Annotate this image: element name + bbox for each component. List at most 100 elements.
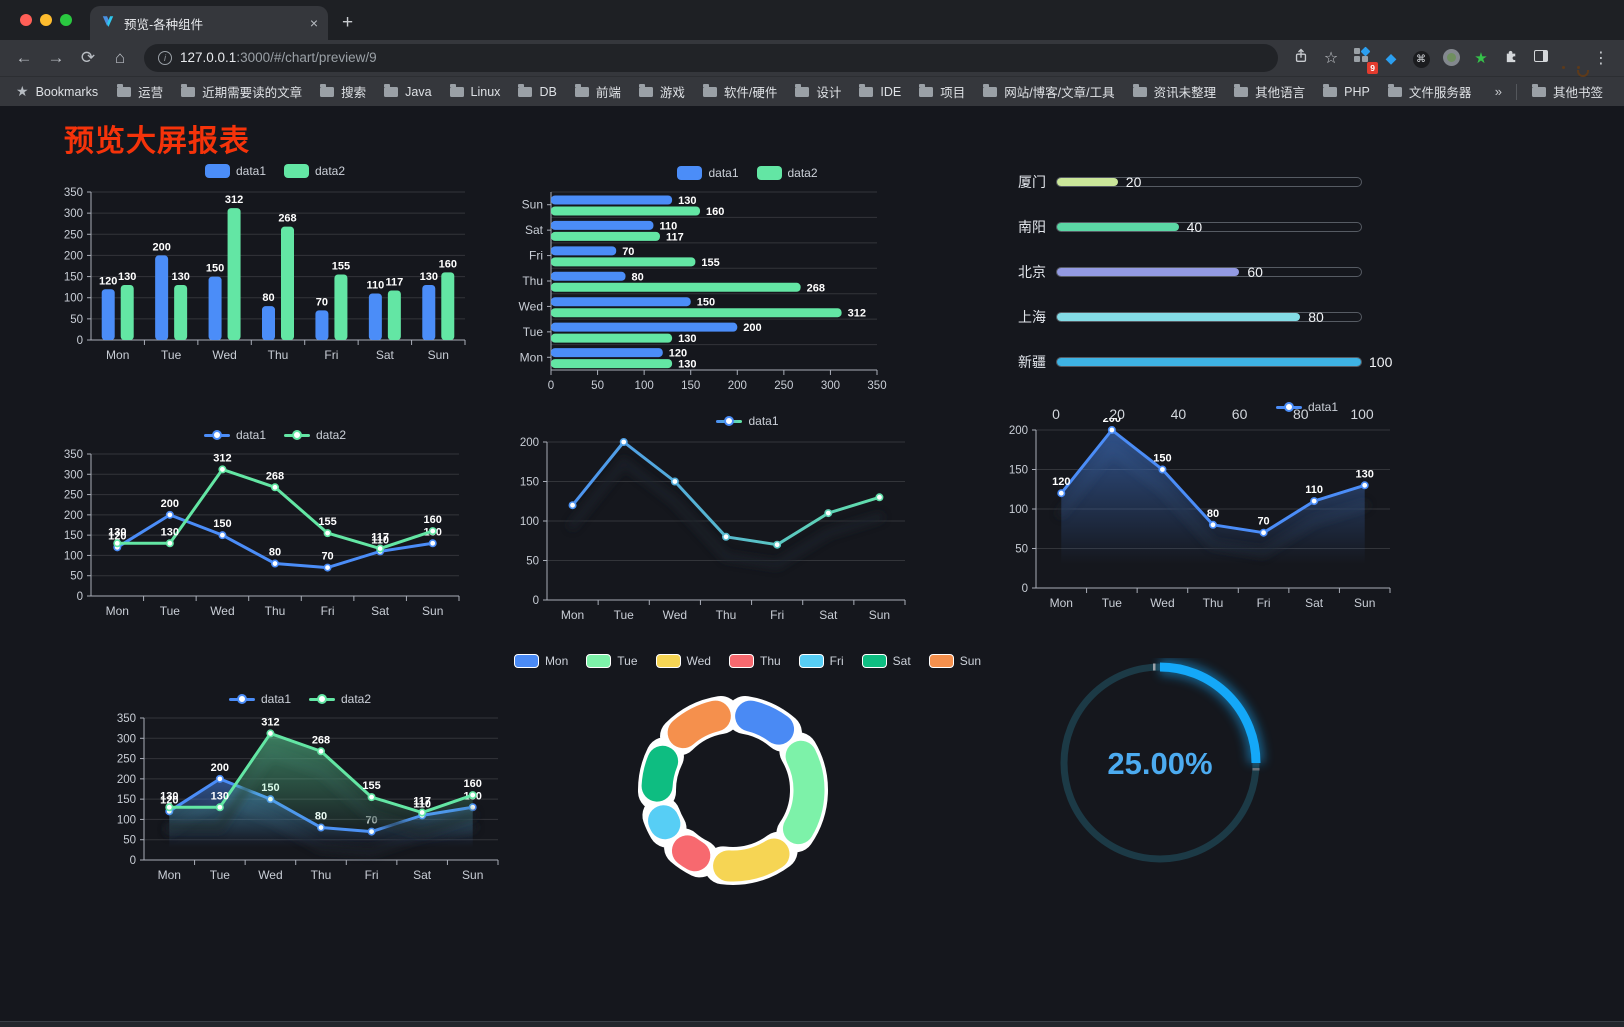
gem-extension-icon[interactable]: ◆ [1385, 49, 1397, 66]
gauge-chart-canvas: 25.00% [1060, 659, 1264, 863]
record-extension-icon[interactable] [1438, 49, 1464, 67]
two-series-area-chart: 0 50 100 150 200 250 300 350 Mon Tue Wed Thu Fri Sat S… [100, 710, 505, 905]
legend-item[interactable]: Sat [861, 654, 911, 668]
bookmark-folder[interactable]: 设计 [786, 78, 850, 105]
legend-marker [586, 654, 612, 668]
legend-item[interactable]: data1 [677, 166, 739, 180]
svg-text:130: 130 [160, 790, 178, 802]
bookmark-folder[interactable]: 资讯未整理 [1124, 78, 1226, 105]
bookmarks-root-item[interactable]: ★ Bookmarks [16, 83, 99, 99]
svg-text:100: 100 [117, 814, 136, 826]
svg-text:25.00%: 25.00% [1107, 746, 1212, 781]
legend-item[interactable]: Mon [513, 654, 568, 668]
legend-item[interactable]: data1 [204, 164, 266, 178]
svg-text:Thu: Thu [311, 868, 332, 882]
bookmarks-overflow-chevron[interactable]: » [1494, 84, 1502, 99]
svg-text:130: 130 [171, 271, 189, 283]
svg-text:160: 160 [464, 778, 482, 790]
green-star-extension-icon[interactable]: ★ [1474, 50, 1488, 67]
minimize-window-button[interactable] [40, 14, 52, 26]
svg-text:110: 110 [659, 220, 677, 232]
bookmark-folder[interactable]: 项目 [910, 78, 974, 105]
folder-icon [1531, 84, 1546, 97]
svg-text:150: 150 [1153, 453, 1171, 465]
back-icon[interactable]: ← [15, 48, 33, 67]
svg-text:Fri: Fri [529, 249, 543, 263]
svg-text:117: 117 [666, 231, 684, 243]
progress-value: 100 [1369, 354, 1393, 370]
svg-text:200: 200 [520, 437, 539, 449]
svg-text:0: 0 [533, 595, 539, 607]
legend-item[interactable]: data2 [756, 166, 818, 180]
bookmark-star-icon[interactable]: ☆ [1323, 50, 1339, 67]
other-bookmarks-folder[interactable]: 其他书签 [1523, 78, 1612, 105]
tab-preview-components[interactable]: 预览-各种组件 × [90, 6, 328, 40]
legend-item[interactable]: data1 [228, 692, 291, 706]
bookmark-folder[interactable]: 搜索 [311, 78, 375, 105]
line-chart-canvas: 0 50 100 150 200 Mon Tue Wed Thu Fri Sat Sun 120 200 1… [1009, 413, 1391, 610]
legend-marker [677, 166, 703, 180]
legend-item[interactable]: data1 [1275, 400, 1338, 414]
bookmark-folder[interactable]: Java [375, 81, 440, 103]
bookmark-folder[interactable]: 网站/博客/文章/工具 [974, 78, 1123, 105]
bookmark-folder[interactable]: 近期需要读的文章 [172, 78, 311, 105]
folder-icon [638, 84, 653, 97]
legend-item[interactable]: data2 [284, 428, 346, 442]
svg-text:200: 200 [161, 498, 179, 510]
bookmark-folder[interactable]: IDE [850, 81, 910, 103]
zoom-window-button[interactable] [60, 14, 72, 26]
folder-icon [181, 84, 196, 97]
tab-title: 预览-各种组件 [124, 17, 204, 32]
bookmark-folder[interactable]: 其他语言 [1225, 78, 1314, 105]
folder-icon [1132, 84, 1147, 97]
legend-item[interactable]: data1 [716, 414, 779, 428]
svg-text:70: 70 [321, 551, 333, 563]
progress-label: 厦门 [1018, 174, 1046, 190]
legend-item[interactable]: data1 [203, 428, 266, 442]
bookmark-folder[interactable]: PHP [1314, 81, 1379, 103]
bookmark-folder[interactable]: 运营 [108, 78, 172, 105]
progress-fill [1057, 358, 1361, 366]
bookmark-folder[interactable]: 前端 [566, 78, 630, 105]
bookmark-folder[interactable]: 游戏 [630, 78, 694, 105]
reader-mode-icon[interactable] [1528, 49, 1554, 67]
legend-item[interactable]: Tue [586, 654, 638, 668]
reload-icon[interactable]: ⟳ [80, 48, 96, 67]
folder-icon [1323, 84, 1338, 97]
legend-item[interactable]: Wed [655, 654, 711, 668]
forward-icon[interactable]: → [47, 48, 65, 67]
svg-text:300: 300 [117, 733, 136, 745]
tab-close-icon[interactable]: × [309, 15, 318, 31]
legend-item[interactable]: Thu [728, 654, 781, 668]
progress-label: 北京 [1018, 264, 1046, 280]
bookmarks-divider [1515, 83, 1517, 100]
close-window-button[interactable] [20, 14, 32, 26]
svg-text:117: 117 [371, 532, 389, 544]
bookmark-folder[interactable]: 软件/硬件 [694, 78, 786, 105]
legend-item[interactable]: data2 [309, 692, 371, 706]
puzzle-extensions-icon[interactable] [1498, 48, 1524, 68]
bookmark-folder[interactable]: 文件服务器 [1379, 78, 1481, 105]
site-info-icon[interactable]: i [158, 51, 172, 65]
svg-text:130: 130 [678, 359, 696, 371]
share-icon[interactable] [1288, 48, 1314, 69]
svg-text:80: 80 [1207, 508, 1219, 520]
chart-legend: data1 data2 [45, 160, 505, 182]
bookmark-folder[interactable]: DB [509, 81, 565, 103]
command-extension-icon[interactable]: ⌘ [1408, 49, 1434, 68]
legend-item[interactable]: data2 [284, 164, 345, 178]
legend-item[interactable]: Sun [928, 654, 981, 668]
extension-grid-icon[interactable]: 9 [1348, 46, 1378, 74]
address-bar[interactable]: i 127.0.0.1:3000/#/chart/preview/9 [144, 44, 1278, 72]
new-tab-button[interactable]: + [342, 12, 354, 33]
legend-marker [309, 694, 335, 704]
browser-toolbar: ← → ⟳ ⌂ i 127.0.0.1:3000/#/chart/preview… [0, 40, 1624, 77]
svg-text:100: 100 [520, 516, 539, 528]
svg-text:80: 80 [632, 271, 644, 283]
legend-marker [928, 654, 954, 668]
bookmark-folder[interactable]: Linux [441, 81, 510, 103]
legend-item[interactable]: Fri [798, 654, 844, 668]
legend-marker [513, 654, 539, 668]
menu-icon[interactable]: ⋮ [1593, 50, 1609, 67]
home-icon[interactable]: ⌂ [114, 48, 126, 67]
